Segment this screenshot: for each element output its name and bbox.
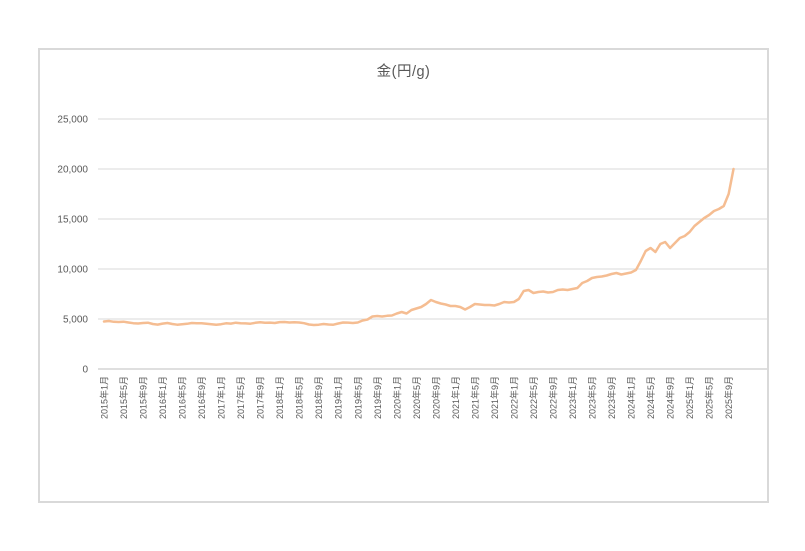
chart-container[interactable]: 金(円/g) 0 5,000 10,000 15,000 20,000 25,000 201…: [38, 48, 769, 503]
x-tick-label: 2018年9月: [313, 376, 324, 419]
x-tick-label: 2016年5月: [177, 376, 188, 419]
x-tick-label: 2025年9月: [723, 376, 734, 419]
y-tick-label: 25,000: [57, 115, 88, 126]
x-tick-label: 2021年1月: [450, 376, 461, 419]
y-tick-label: 20,000: [57, 165, 88, 176]
x-tick-label: 2024年5月: [645, 376, 656, 419]
x-tick-label: 2025年5月: [704, 376, 715, 419]
x-tick-label: 2021年5月: [469, 376, 480, 419]
x-tick-label: 2015年5月: [118, 376, 129, 419]
x-tick-label: 2020年9月: [430, 376, 441, 419]
x-tick-label: 2016年1月: [157, 376, 168, 419]
x-tick-label: 2017年9月: [255, 376, 266, 419]
x-tick-label: 2021年9月: [489, 376, 500, 419]
chart-title: 金(円/g): [376, 64, 431, 80]
y-tick-label: 10,000: [57, 265, 88, 276]
y-tick-label: 15,000: [57, 215, 88, 226]
y-tick-label: 5,000: [63, 315, 88, 326]
x-tick-label: 2023年5月: [587, 376, 598, 419]
x-tick-label: 2015年1月: [99, 376, 110, 419]
price-line-series[interactable]: [102, 167, 735, 327]
x-tick-label: 2024年9月: [665, 376, 676, 419]
x-tick-label: 2019年1月: [333, 376, 344, 419]
x-tick-label: 2020年5月: [411, 376, 422, 419]
x-tick-label: 2025年1月: [684, 376, 695, 419]
y-tick-label: 0: [82, 365, 88, 376]
x-tick-label: 2023年9月: [606, 376, 617, 419]
x-tick-label: 2020年1月: [391, 376, 402, 419]
x-tick-label: 2022年1月: [508, 376, 519, 419]
x-tick-label: 2015年9月: [138, 376, 149, 419]
x-tick-label: 2017年5月: [235, 376, 246, 419]
x-tick-label: 2023年1月: [567, 376, 578, 419]
x-tick-label: 2024年1月: [626, 376, 637, 419]
x-tick-label: 2019年9月: [372, 376, 383, 419]
line-chart[interactable]: 0 5,000 10,000 15,000 20,000 25,000 2015年1月 201…: [40, 50, 768, 501]
x-tick-label: 2022年9月: [547, 376, 558, 419]
x-tick-label: 2018年1月: [274, 376, 285, 419]
x-tick-label: 2018年5月: [294, 376, 305, 419]
x-tick-label: 2016年9月: [196, 376, 207, 419]
x-tick-label: 2017年1月: [216, 376, 227, 419]
x-tick-label: 2022年5月: [528, 376, 539, 419]
x-tick-label: 2019年5月: [352, 376, 363, 419]
